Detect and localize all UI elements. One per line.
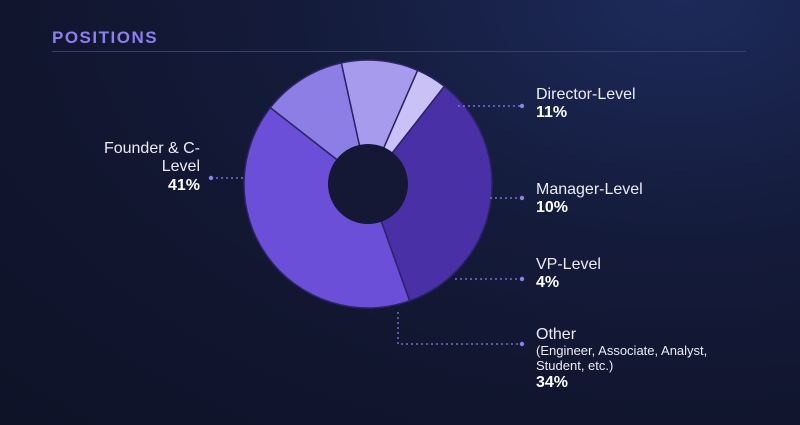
- slice-note: (Engineer, Associate, Analyst, Student, …: [536, 343, 708, 374]
- slice-label: Other: [536, 326, 577, 343]
- leader-manager-level-dot: [519, 195, 525, 201]
- donut-hole: [328, 144, 408, 224]
- slice-percent: 11%: [536, 104, 568, 122]
- slice-label: Manager-Level: [536, 181, 643, 198]
- slice-percent: 34%: [536, 374, 569, 392]
- title-divider: [52, 51, 746, 52]
- label-vp-level: VP-Level 4%: [536, 256, 601, 293]
- slice-percent: 10%: [536, 199, 569, 217]
- leader-lines: [208, 103, 525, 347]
- leader-founder-c-level-dot: [208, 175, 214, 181]
- slice-percent: 41%: [167, 176, 200, 194]
- label-director-level: Director-Level 11%: [536, 86, 636, 123]
- slice-other: [367, 85, 493, 302]
- slice-label: VP-Level: [536, 256, 601, 273]
- chart-title: POSITIONS: [52, 28, 159, 47]
- slice-percent: 4%: [536, 274, 560, 292]
- label-other: Other (Engineer, Associate, Analyst, Stu…: [536, 326, 716, 393]
- slice-label: Director-Level: [536, 86, 636, 103]
- slice-manager-level: [340, 59, 419, 187]
- label-founder-c-level: Founder & C-Level 41%: [100, 140, 200, 195]
- leader-other: [397, 312, 522, 345]
- leader-vp-level-dot: [519, 276, 525, 282]
- slice-label: Founder & C-Level: [103, 140, 200, 176]
- slices-group: [243, 59, 493, 309]
- leader-other-dot: [519, 341, 525, 347]
- leader-director-level-dot: [519, 103, 525, 109]
- slice-founder-c-level: [243, 106, 411, 309]
- label-manager-level: Manager-Level 10%: [536, 181, 643, 218]
